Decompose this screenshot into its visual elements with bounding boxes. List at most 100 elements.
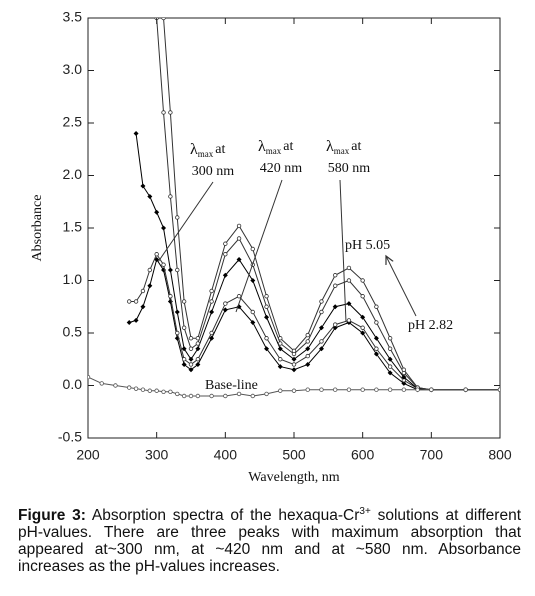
data-point [175,267,180,273]
data-point [168,194,173,199]
data-point [305,362,311,367]
x-tick-label: 800 [488,447,512,463]
data-point [133,299,139,304]
data-point [305,332,310,338]
data-point [133,317,139,323]
data-point [223,301,228,306]
data-point [140,183,146,189]
pointer-line [339,179,347,323]
data-point [264,314,270,320]
data-point [387,387,393,392]
x-tick-label: 700 [420,447,444,463]
data-point [360,387,365,392]
data-point [277,364,283,370]
data-point [374,387,379,392]
data-point [415,387,420,392]
data-point [236,294,242,299]
data-point [333,283,338,288]
data-point [346,301,352,307]
caption-text: Absorption spectra of the hexaqua-Cr [85,507,360,525]
annotation-part: max [266,146,282,156]
data-point [360,330,366,336]
data-point [181,299,187,304]
data-point [126,299,132,304]
annotation-part: at [351,139,361,154]
data-point [161,262,166,267]
data-point [236,236,242,241]
data-point [250,246,255,252]
data-point [209,288,214,294]
data-point [373,351,379,357]
data-point [188,356,194,362]
data-point [188,367,194,373]
x-axis-label: Wavelength, nm [248,470,340,485]
data-point [264,391,269,397]
data-point [209,299,214,304]
x-tick-label: 200 [76,447,100,463]
data-point [195,336,201,341]
series-line [135,133,500,391]
data-point [140,304,146,310]
data-point [188,336,194,341]
data-point [387,336,393,341]
data-point [387,364,393,369]
data-point [374,346,379,351]
data-point [99,381,104,386]
data-point [319,339,324,344]
data-point [374,320,379,325]
y-tick-label: 3.5 [63,9,83,25]
data-point [387,346,393,351]
data-point [174,309,180,315]
data-point [401,367,407,372]
data-point [140,288,146,294]
data-point [195,357,201,362]
data-point [195,393,201,399]
data-point [250,320,256,325]
y-tick-label: 2.0 [63,166,83,182]
data-point [181,325,187,330]
data-point [223,393,228,399]
data-point [222,272,228,278]
data-point [346,387,352,392]
annotation-part: at [283,139,293,154]
data-point [401,380,407,386]
data-point [373,335,379,341]
annotation: 580 nm [328,161,371,176]
data-point [278,357,283,362]
data-point [175,330,180,336]
caption-label: Figure 3: [18,507,86,525]
data-point [360,314,366,320]
data-point [147,283,153,289]
data-point [250,278,256,283]
data-point [497,387,500,392]
annotation-part: λ [326,138,334,155]
y-axis-label: Absorbance [30,195,45,262]
data-point [264,304,269,309]
data-point [168,294,173,299]
data-point [278,341,283,346]
data-point [147,267,152,273]
caption-text: solutions at different pH-values. There … [18,507,521,576]
annotation-part: max [198,149,214,159]
data-point [374,304,379,309]
y-tick-label: 0.0 [63,376,83,392]
data-point [278,336,283,341]
annotation: λmax at [258,138,293,156]
data-point [168,110,173,115]
data-point [236,391,242,397]
data-point [305,339,310,344]
y-tick-label: 3.0 [63,61,83,77]
data-point [175,215,180,220]
data-point [161,110,166,115]
x-tick-label: 600 [351,447,375,463]
data-point [429,387,434,392]
trend-arrow [386,256,417,317]
data-point [278,388,283,393]
data-point [188,346,194,351]
caption: Figure 3: Absorption spectra of the hexa… [18,503,521,575]
data-point [188,362,194,367]
data-point [318,325,324,331]
data-point [236,223,242,229]
data-point [305,387,310,392]
data-point [291,356,297,362]
